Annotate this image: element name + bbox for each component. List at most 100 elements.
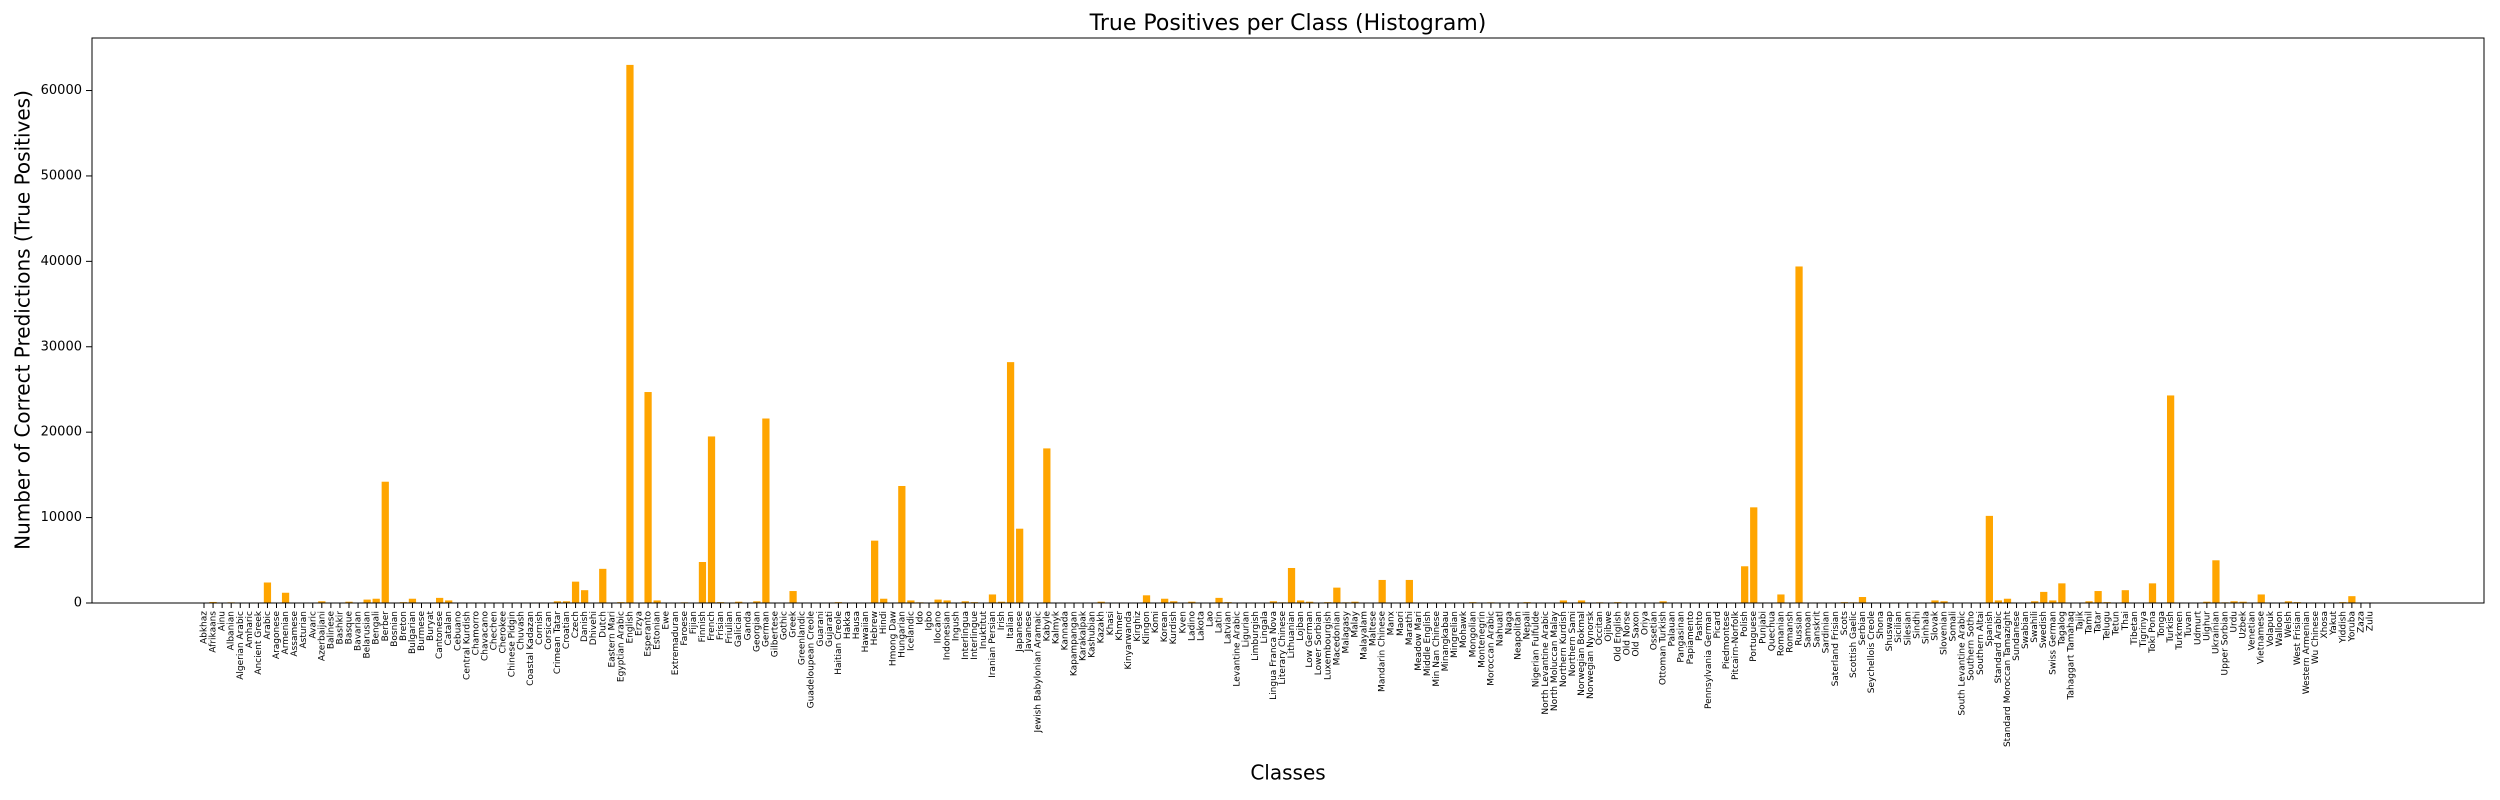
x-tick-label: Georgian (752, 611, 762, 652)
chart-title: True Positives per Class (Histogram) (1089, 11, 1487, 36)
bar (1016, 528, 1024, 603)
x-tick-label: Avaric (308, 611, 318, 639)
x-tick-label: Aragonese (272, 611, 282, 660)
x-tick-label: Finnish (698, 611, 708, 642)
x-tick-label: Italian (1006, 611, 1016, 639)
bar (553, 601, 562, 603)
bar (436, 597, 444, 603)
bar (907, 600, 915, 603)
x-tick-label: Afrikaans (209, 611, 219, 653)
x-tick-label: Jewish Babylonian Aramaic (1033, 611, 1043, 733)
x-tick-label: Norwegian Bokmal (1577, 611, 1587, 696)
x-tick-label: Iranian Persian (988, 611, 998, 678)
x-tick-label: Marathi (1405, 611, 1415, 645)
x-tick-label: Ganda (743, 611, 753, 640)
x-tick-label: Xhosa (2320, 611, 2330, 639)
x-tick-label: Malayalam (1360, 611, 1370, 660)
x-tick-label: Korean (1160, 611, 1170, 642)
bar (871, 540, 879, 603)
x-tick-label: Kashubian (1088, 611, 1098, 658)
x-tick-label: Swabian (2021, 611, 2031, 649)
x-tick-label: Scottish Gaelic (1849, 611, 1859, 678)
x-tick-label: Ancient Greek (254, 610, 264, 674)
x-tick-label: Wu Chinese (2311, 611, 2321, 665)
x-tick-label: Abkhaz (200, 611, 210, 644)
x-tick-label: Saterland Frisian (1831, 611, 1841, 686)
bar (1142, 595, 1151, 603)
bar (1931, 600, 1939, 603)
bar (753, 601, 761, 603)
x-tick-label: Piedmontese (1722, 611, 1732, 670)
x-tick-label: Tonga (2157, 611, 2167, 638)
bar (345, 601, 353, 603)
bar (1750, 507, 1758, 603)
x-tick-label: Pennsylvania German (1704, 611, 1714, 709)
x-tick-label: Maltese (1369, 611, 1379, 647)
x-tick-label: Mongolian (1468, 611, 1478, 657)
x-tick-label: Sicilian (1894, 611, 1904, 643)
bar (2049, 600, 2057, 603)
x-tick-label: Macedonian (1332, 611, 1342, 665)
x-tick-label: Cornish (535, 611, 545, 645)
bar (281, 592, 290, 603)
bar (1306, 601, 1314, 603)
bar (2166, 395, 2175, 603)
x-tick-label: Bashkir (335, 611, 345, 645)
bar (1659, 601, 1667, 603)
x-tick-label: Middle English (1423, 611, 1433, 676)
x-tick-label: Swiss German (2048, 611, 2058, 675)
x-tick-label: Ainu (218, 611, 228, 631)
bar (1215, 597, 1223, 603)
x-tick-label: Ottoman Turkish (1659, 611, 1669, 685)
x-tick-label: Meadow Mari (1414, 611, 1424, 671)
x-tick-label: Interlingua (961, 611, 971, 660)
x-tick-label: Faroese (680, 611, 690, 646)
bar (2031, 601, 2039, 603)
bar (381, 481, 389, 603)
x-tick-label: Sanskrit (1813, 611, 1823, 648)
x-tick-label: Somali (1949, 611, 1959, 642)
bar (2239, 601, 2247, 603)
x-tick-label: Khasi (1106, 611, 1116, 635)
x-tick-label: Ilocano (934, 611, 944, 644)
x-tick-label: Slovenian (1940, 611, 1950, 655)
x-tick-label: Venetian (2248, 611, 2258, 651)
x-tick-label: Lojban (1296, 611, 1306, 641)
x-tick-label: Hmong Daw (888, 611, 898, 666)
bar (653, 600, 661, 603)
x-tick-label: Hakka (843, 611, 853, 639)
x-tick-label: Romansh (1785, 611, 1795, 653)
x-tick-label: Turkish (2166, 611, 2176, 644)
x-tick-label: Spanish (1985, 611, 1995, 647)
x-tick-label: Fijian (689, 611, 699, 634)
x-tick-label: Tibetan (2130, 611, 2140, 646)
x-tick-label: Swedish (2039, 611, 2049, 648)
y-tick-label: 40000 (41, 254, 82, 269)
x-tick-label: Armenian (281, 611, 291, 654)
bar (698, 562, 707, 603)
x-tick-label: Swahili (2030, 611, 2040, 643)
x-tick-label: Friulian (725, 611, 735, 644)
x-tick-label: Uzbek (2239, 610, 2249, 639)
x-tick-label: Zaza (2356, 611, 2366, 633)
bar (2148, 583, 2157, 603)
bar (1777, 594, 1785, 603)
x-tick-label: Papiamento (1686, 611, 1696, 665)
x-tick-label: Quechua (1767, 611, 1777, 651)
x-tick-label: Seychellois Creole (1867, 611, 1877, 694)
x-tick-label: Moroccan Arabic (1486, 611, 1496, 686)
x-tick-label: Northern Sami (1568, 611, 1578, 676)
x-tick-label: Upper Sorbian (2220, 611, 2230, 675)
x-tick-label: Basque (345, 611, 355, 645)
x-tick-label: Turkmen (2175, 611, 2185, 651)
bar (1188, 601, 1196, 603)
x-tick-label: Lingua Franca Nova (1269, 611, 1279, 700)
x-tick-label: Burmese (417, 611, 427, 651)
x-tick-label: Literary Chinese (1278, 611, 1288, 685)
x-tick-label: Levantine Arabic (1233, 611, 1243, 687)
x-tick-label: Kabyle (1042, 611, 1052, 642)
x-tick-label: Danish (580, 611, 590, 642)
x-tick-label: Silesian (1903, 611, 1913, 646)
y-tick-label: 60000 (41, 83, 82, 98)
